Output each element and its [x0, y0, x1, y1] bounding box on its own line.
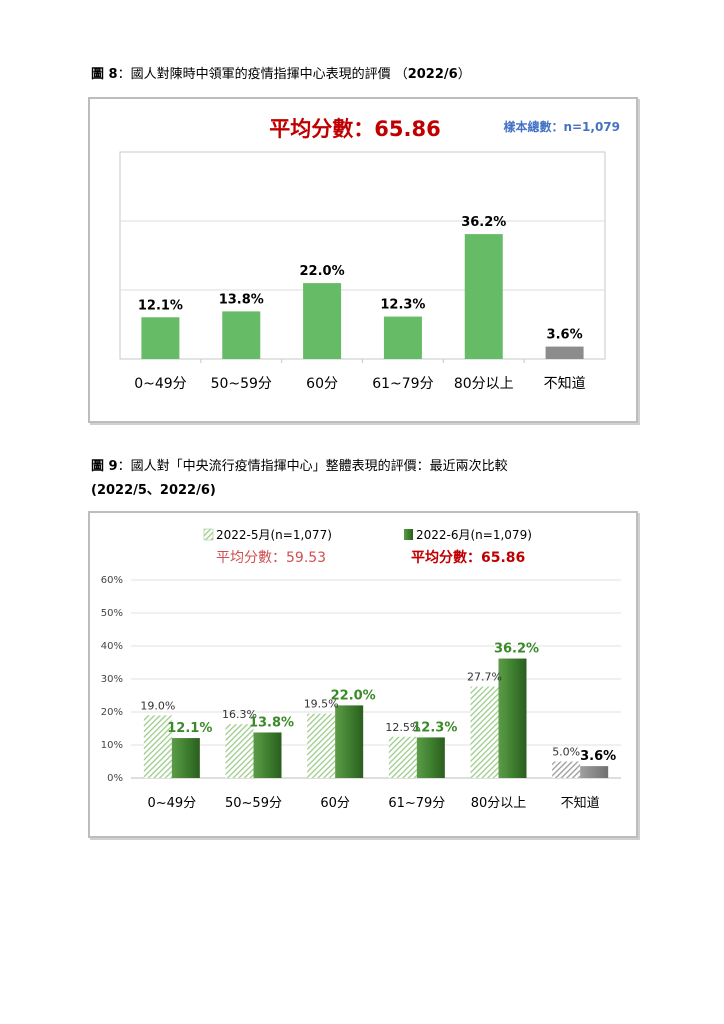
figure9-bar-may: [225, 724, 254, 778]
figure9-y-tick-label: 10%: [101, 740, 123, 751]
figure9-category-label: 60分: [320, 796, 350, 811]
figure9-average-may: 平均分數：59.53: [216, 550, 326, 566]
figure8-subtitle: 樣本總數：n=1,079: [503, 119, 620, 134]
figure9-bar-june: [580, 766, 609, 778]
figure8-category-label: 50~59分: [211, 376, 272, 392]
figure8-bar: [303, 283, 342, 359]
figure9-chart: 2022-5月(n=1,077) 2022-6月(n=1,079) 平均分數：59.…: [101, 528, 621, 811]
figure8-data-label: 3.6%: [547, 328, 583, 343]
figure9-legend-label-may: 2022-5月(n=1,077): [216, 528, 332, 542]
figure9-y-tick-label: 60%: [101, 575, 123, 586]
figure9-data-label-may: 19.5%: [304, 698, 339, 711]
figure9-data-label-may: 27.7%: [467, 671, 502, 684]
figure8-category-label: 0~49分: [134, 376, 186, 392]
figure8-bar: [383, 316, 422, 359]
figure8-category-label: 不知道: [544, 375, 586, 392]
figure9-bar-june: [253, 732, 282, 778]
figure9-bar-june: [335, 705, 364, 778]
figure8-data-label: 13.8%: [219, 292, 264, 307]
figure9-legend-swatch-may: [203, 528, 214, 541]
figure8-caption-prefix: 圖 8: [91, 67, 118, 82]
figure8-data-label: 12.1%: [138, 298, 183, 313]
figure8-caption-end: ）: [457, 67, 471, 82]
figure8-chart-frame: 平均分數：65.86 樣本總數：n=1,079 12.1% 0~49分 13.8% 50~…: [88, 97, 638, 423]
figure9-data-label-may: 5.0%: [552, 746, 580, 759]
figure8-title: 平均分數：65.86: [269, 117, 440, 141]
figure8-caption-date: 2022/6: [407, 67, 458, 82]
figure8-bar: [141, 317, 180, 359]
figure9-y-tick-label: 40%: [101, 641, 123, 652]
figure8-caption: 圖 8：國人對陳時中領軍的疫情指揮中心表現的評價 （2022/6）: [91, 66, 471, 83]
figure8-category-label: 80分以上: [454, 376, 514, 392]
figure8-category-label: 60分: [306, 376, 338, 392]
figure9-bar-june: [498, 658, 527, 778]
figure9-category-label: 不知道: [561, 795, 600, 811]
figure8-bar: [222, 311, 261, 359]
figure9-bar-june: [171, 738, 200, 778]
figure9-caption-text: ：國人對「中央流行疫情指揮中心」整體表現的評價：最近兩次比較: [117, 459, 508, 474]
figure9-category-label: 0~49分: [147, 796, 196, 811]
figure9-legend-label-june: 2022-6月(n=1,079): [416, 528, 532, 542]
figure8-plot-area: [119, 151, 606, 360]
figure9-caption-prefix: 圖 9: [91, 459, 118, 474]
figure9-data-label-june: 36.2%: [494, 642, 539, 657]
figure9-data-label-may: 19.0%: [140, 699, 175, 712]
figure9-caption: 圖 9：國人對「中央流行疫情指揮中心」整體表現的評價：最近兩次比較: [91, 458, 508, 475]
figure8-data-label: 36.2%: [461, 215, 506, 230]
figure9-category-label: 80分以上: [471, 796, 527, 811]
figure8-chart: 平均分數：65.86 樣本總數：n=1,079 12.1% 0~49分 13.8% 50~…: [119, 117, 620, 392]
figure8-data-label: 12.3%: [380, 298, 425, 313]
figure8-bar: [545, 346, 584, 359]
figure8-caption-text: ：國人對陳時中領軍的疫情指揮中心表現的評價 （: [117, 67, 408, 82]
figure9-data-label-may: 16.3%: [222, 708, 257, 721]
figure9-legend-swatch-june: [404, 529, 413, 540]
figure9-y-tick-label: 0%: [107, 773, 123, 784]
figure9-data-label-may: 12.5%: [385, 721, 420, 734]
figure9-bar-may: [470, 686, 499, 778]
figure9-data-label-june: 22.0%: [331, 688, 376, 703]
figure9-y-tick-label: 50%: [101, 608, 123, 619]
figure9-data-label-june: 12.1%: [167, 721, 212, 736]
figure9-chart-frame: 2022-5月(n=1,077) 2022-6月(n=1,079) 平均分數：59.…: [88, 511, 638, 838]
figure9-category-label: 50~59分: [225, 796, 282, 811]
figure9-bar-may: [552, 761, 581, 778]
figure9-data-label-june: 13.8%: [249, 715, 294, 730]
figure9-bar-may: [307, 713, 336, 778]
figure9-bar-june: [416, 737, 445, 778]
figure9-y-tick-label: 30%: [101, 674, 123, 685]
figure9-bar-may: [388, 736, 417, 778]
figure9-y-tick-label: 20%: [101, 707, 123, 718]
figure9-category-label: 61~79分: [388, 796, 445, 811]
figure9-data-label-june: 3.6%: [580, 749, 616, 764]
figure9-bar-may: [143, 715, 172, 778]
figure9-data-label-june: 12.3%: [412, 720, 457, 735]
figure9-average-june: 平均分數：65.86: [411, 549, 525, 566]
figure8-category-label: 61~79分: [372, 376, 433, 392]
figure9-caption-line2: (2022/5、2022/6): [91, 483, 216, 498]
figure8-bar: [464, 234, 503, 359]
figure8-data-label: 22.0%: [300, 264, 345, 279]
